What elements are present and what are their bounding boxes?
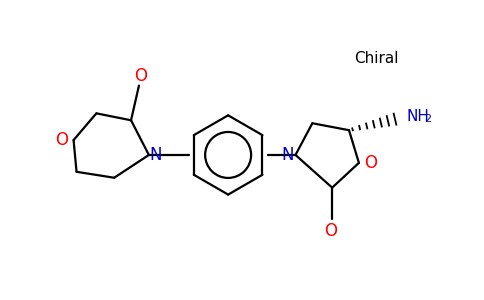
Text: Chiral: Chiral bbox=[354, 51, 398, 66]
Text: O: O bbox=[135, 67, 148, 85]
Text: O: O bbox=[324, 222, 337, 240]
Text: O: O bbox=[364, 154, 378, 172]
Text: 2: 2 bbox=[424, 114, 431, 124]
Text: N: N bbox=[281, 146, 294, 164]
Text: O: O bbox=[55, 131, 68, 149]
Text: NH: NH bbox=[407, 109, 429, 124]
Text: N: N bbox=[150, 146, 162, 164]
